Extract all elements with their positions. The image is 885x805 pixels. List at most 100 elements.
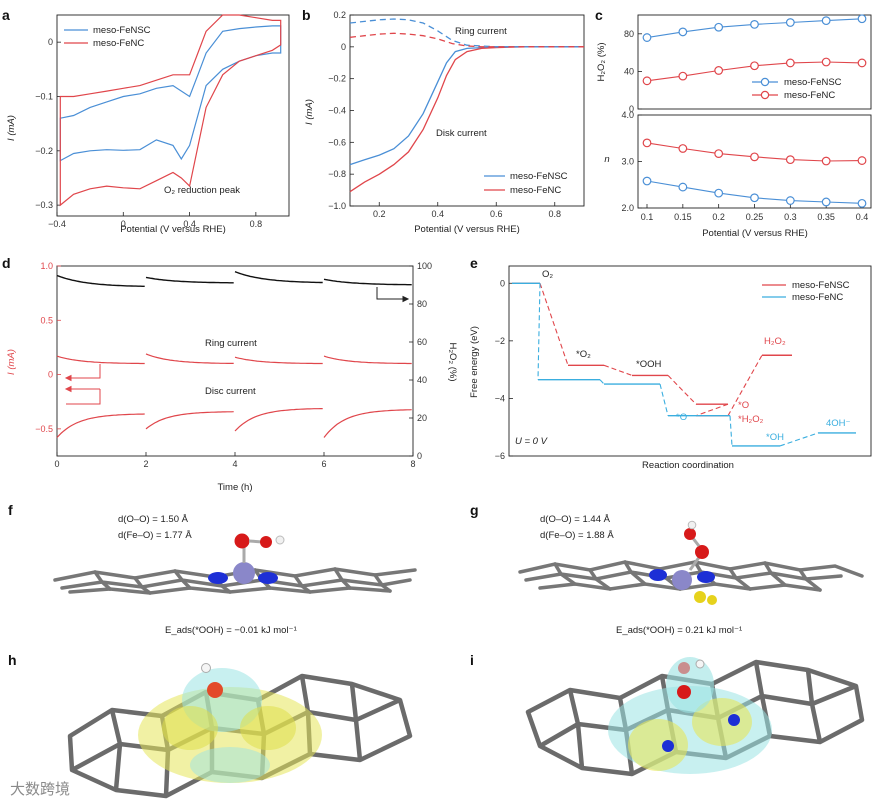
lsv-curve-meso-FeNC-ring: [349, 32, 584, 48]
data-point-meso-FeNSC: [821, 197, 831, 207]
legend-marker-fensc: [760, 77, 770, 87]
panel-c-legend: meso-FeNSC meso-FeNC: [752, 77, 842, 101]
panel-a-legend: meso-FeNSC meso-FeNC: [64, 25, 151, 49]
h2o2-selectivity-segment: [145, 276, 234, 284]
iron-atom: [672, 570, 692, 590]
panel-e-ticks: 0 −2 −4 −6: [495, 278, 513, 461]
y-tick-label: 4.0: [621, 110, 634, 120]
oxygen-atom: [695, 545, 709, 559]
h2o2-selectivity-segment: [56, 274, 145, 287]
x-tick-label: −0.4: [48, 219, 66, 229]
label-h2o2: H₂O₂: [764, 336, 786, 347]
y-tick-label: 20: [417, 413, 427, 423]
panel-a-letter: a: [2, 7, 10, 23]
y-tick-label: −0.1: [35, 91, 53, 101]
panel-c-ticks: 0 40 80 2.0 3.0 4.0 0.1 0.15 0.2 0.25 0.3 0.35 0.4: [621, 29, 868, 222]
panel-h-letter: h: [8, 652, 17, 668]
lsv-curve-meso-FeNSC-ring: [349, 18, 584, 48]
hydrogen-atom: [275, 535, 285, 545]
legend-fensc: meso-FeNSC: [510, 171, 568, 182]
data-point-meso-FeNSC: [678, 182, 688, 192]
y-tick-label: −0.8: [328, 169, 346, 179]
panel-c-series: [642, 14, 867, 208]
panel-f: f d(O–O) = 1.50 Å d(Fe–O) = 1.77 Å E_ads…: [8, 502, 417, 636]
nitrogen-atom: [258, 572, 278, 584]
data-point-meso-FeNC: [821, 57, 831, 67]
label-4oh: 4OH⁻: [826, 418, 851, 429]
y-tick-label: 0: [500, 278, 505, 288]
g-d-feo: d(Fe–O) = 1.88 Å: [540, 530, 614, 541]
y-tick-label: 40: [624, 66, 634, 76]
nitrogen-atom: [208, 572, 228, 584]
x-tick-label: 0: [121, 219, 126, 229]
data-point-meso-FeNC: [785, 58, 795, 68]
panel-b-letter: b: [302, 7, 311, 23]
panel-c-letter: c: [595, 7, 603, 23]
panel-c-top-frame: [637, 14, 872, 110]
y-tick-label: 80: [624, 29, 634, 39]
panel-a-frame: [56, 14, 290, 217]
y-tick-label: 0: [48, 370, 53, 380]
legend-marker-fenc: [760, 90, 770, 100]
panel-b-series: [349, 18, 584, 193]
g-d-oo: d(O–O) = 1.44 Å: [540, 514, 611, 525]
panel-d-series: [56, 271, 412, 438]
disc-current-segment: [234, 408, 323, 432]
x-tick-label: 0.3: [784, 212, 797, 222]
energy-connector-meso-FeNC: [537, 283, 819, 447]
data-point-meso-FeNC: [714, 149, 724, 158]
x-tick-label: 0.35: [817, 212, 835, 222]
x-tick-label: 8: [410, 459, 415, 469]
iron-atom: [233, 562, 255, 584]
panel-b-ticks: 0.2 0.4 0.6 0.8 0.2 0 −0.2 −0.4 −0.6 −0.8 −1.0: [328, 10, 561, 219]
annotation-ring-current: Ring current: [455, 26, 507, 37]
panel-d-letter: d: [2, 255, 11, 271]
panel-e-series: [512, 282, 856, 447]
panel-d-ticks: 0 2 4 6 8 1.0 0.5 0 −0.5 100 80 60 40 20 0: [35, 261, 432, 469]
y-tick-label: 0: [629, 104, 634, 114]
data-point-meso-FeNSC: [750, 193, 759, 203]
x-tick-label: 6: [321, 459, 326, 469]
charge-isosurface-yellow: [692, 698, 752, 746]
oxygen-atom: [260, 536, 272, 548]
label-star-oh: *OH: [766, 432, 784, 443]
x-tick-label: 4: [232, 459, 237, 469]
lsv-curve-meso-FeNSC-disk: [349, 46, 584, 166]
data-point-meso-FeNC: [678, 71, 688, 81]
y-tick-label: 40: [417, 375, 427, 385]
legend-fensc: meso-FeNSC: [784, 77, 842, 88]
data-point-meso-FeNSC: [714, 188, 724, 198]
y-tick-label: −0.5: [35, 424, 53, 434]
y-tick-label: 60: [417, 337, 427, 347]
annotation-ring-current: Ring current: [205, 338, 257, 349]
y-tick-label: −1.0: [328, 201, 346, 211]
disc-current-segment: [145, 411, 234, 430]
charge-isosurface-yellow: [628, 719, 688, 771]
sulfur-atom: [707, 595, 717, 605]
y-tick-label: −4: [495, 393, 505, 403]
panel-f-letter: f: [8, 502, 13, 518]
energy-connector-meso-FeNSC: [539, 283, 763, 417]
panel-a-xlabel: Potential (V versus RHE): [120, 224, 226, 235]
lsv-curve-meso-FeNC-disk: [349, 46, 584, 193]
charge-isosurface-yellow: [240, 706, 296, 750]
data-point-meso-FeNC: [642, 76, 652, 86]
oxygen-atom: [677, 685, 691, 699]
data-point-meso-FeNSC: [750, 20, 759, 29]
legend-fenc: meso-FeNC: [93, 38, 144, 49]
y-tick-label: 3.0: [621, 157, 634, 167]
panel-d-xlabel: Time (h): [217, 482, 252, 493]
left-axis-arrows: [64, 364, 101, 405]
label-star-o2: *O₂: [576, 349, 591, 360]
y-tick-label: −2: [495, 336, 505, 346]
panel-d-ylabel-right: H₂O₂ (%): [447, 342, 458, 381]
x-tick-label: 0.4: [183, 219, 196, 229]
data-point-meso-FeNSC: [785, 196, 795, 205]
fe-site-g: [649, 520, 717, 605]
data-point-meso-FeNC: [750, 152, 759, 162]
y-tick-label: −0.2: [35, 146, 53, 156]
hydrogen-atom: [695, 659, 705, 669]
legend-fenc: meso-FeNC: [510, 185, 561, 196]
y-tick-label: 2.0: [621, 203, 634, 213]
nitrogen-atom: [728, 714, 740, 726]
